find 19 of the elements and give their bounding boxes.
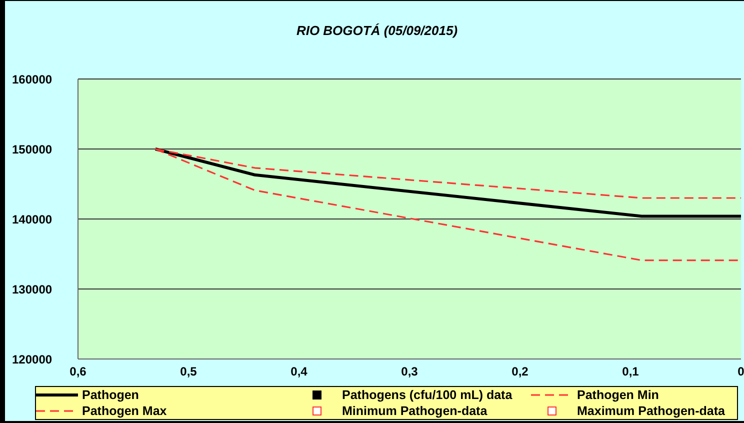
y-tick-label: 140000 [12, 212, 52, 226]
y-tick-label: 130000 [12, 282, 52, 296]
legend-label: Pathogen [82, 388, 139, 402]
y-tick-label: 150000 [12, 142, 52, 156]
x-tick-label: 0,3 [401, 364, 418, 379]
x-tick-label: 0,2 [512, 364, 529, 379]
legend-label: Pathogens (cfu/100 mL) data [342, 388, 512, 402]
x-tick-label: 0 [738, 364, 744, 379]
x-tick-label: 0,1 [622, 364, 640, 379]
legend-label: Pathogen Max [82, 404, 167, 418]
chart-title: RIO BOGOTÁ (05/09/2015) [295, 23, 459, 38]
legend-label: Maximum Pathogen-data [577, 404, 725, 418]
y-tick-label: 120000 [12, 352, 52, 366]
legend-label: Pathogen Min [577, 388, 659, 402]
x-tick-label: 0,5 [180, 364, 198, 379]
y-tick-label: 160000 [12, 72, 52, 86]
x-tick-label: 0,6 [70, 364, 87, 379]
legend-label: Minimum Pathogen-data [342, 404, 488, 418]
x-tick-label: 0,4 [290, 364, 308, 379]
